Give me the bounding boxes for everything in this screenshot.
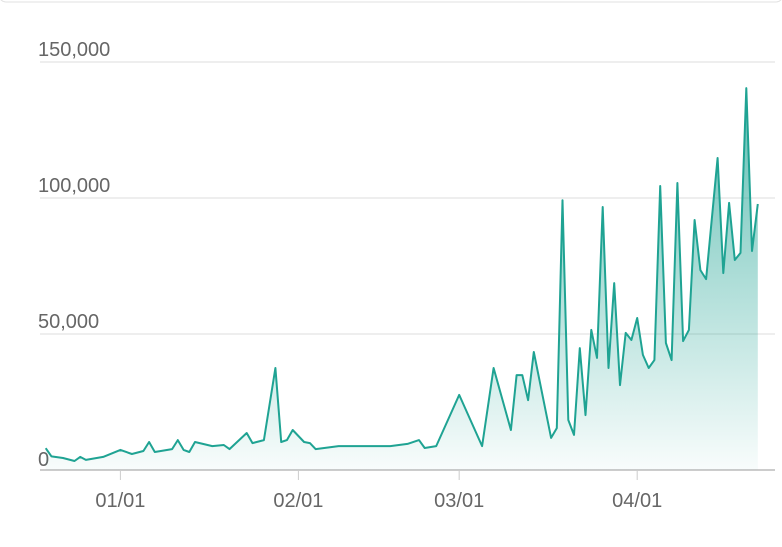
line (44, 87, 759, 462)
y-tick-label: 50,000 (38, 311, 99, 333)
x-tick-label: 04/01 (612, 490, 662, 512)
y-tick-label: 0 (38, 449, 49, 471)
card-edge (0, 0, 782, 3)
y-tick-label: 100,000 (38, 175, 110, 197)
x-tick-label: 01/01 (95, 490, 145, 512)
area-fill (45, 88, 758, 470)
x-tick-label: 02/01 (273, 490, 323, 512)
y-tick-label: 150,000 (38, 39, 110, 61)
x-tick-label: 03/01 (434, 490, 484, 512)
